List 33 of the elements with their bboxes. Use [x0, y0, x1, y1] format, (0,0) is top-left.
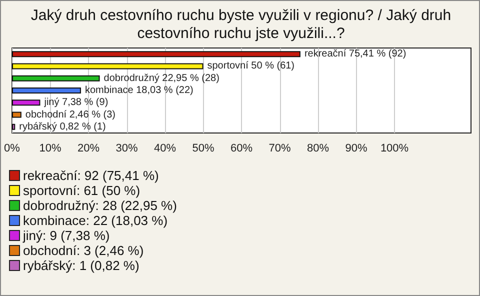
text: dobrodružný: 28 (22,95 %)	[23, 198, 177, 213]
bar	[12, 100, 40, 106]
bar	[12, 51, 300, 58]
data-label: jiný 7,38 % (9)	[43, 97, 108, 108]
data-label: rybářský 0,82 % (1)	[19, 121, 106, 132]
data-label: kombinace 18,03 % (22)	[84, 85, 194, 96]
x-tick-label: 60%	[230, 142, 253, 154]
text: kombinace: 22 (18,03 %)	[23, 213, 168, 228]
text: obchodní: 3 (2,46 %)	[23, 243, 144, 258]
data-label: sportovní 50 % (61)	[207, 60, 295, 72]
x-tick-label: 100%	[380, 142, 409, 154]
text: jiný: 9 (7,38 %)	[23, 228, 110, 243]
x-tick-label: 70%	[268, 142, 291, 154]
x-tick-label: 10%	[39, 142, 62, 154]
bar	[12, 88, 81, 94]
bar	[12, 63, 204, 70]
x-tick-label: 40%	[154, 142, 176, 154]
chart-title: Jaký druh cestovního ruchu byste využili v regionu? / Jaký druh cestovního ruchu jste využili...?	[30, 7, 452, 43]
text: rekreační: 92 (75,41 %)	[23, 168, 159, 183]
x-tick-label: 50%	[192, 142, 214, 154]
x-tick-label: 30%	[116, 142, 138, 154]
x-tick-label: 20%	[77, 142, 100, 154]
data-label: rekreační 75,41 % (92)	[304, 48, 406, 60]
text: rybářský: 1 (0,82 %)	[23, 258, 140, 273]
x-tick-label: 0%	[4, 142, 20, 154]
x-tick-label: 90%	[345, 142, 368, 154]
text: sportovní: 61 (50 %)	[23, 183, 140, 198]
bar	[12, 112, 22, 118]
data-label: dobrodružný 22,95 % (28)	[104, 72, 220, 84]
data-label: obchodní 2,46 % (3)	[25, 109, 116, 120]
bar	[12, 75, 100, 82]
x-tick-label: 80%	[306, 142, 330, 154]
bar	[12, 124, 16, 130]
